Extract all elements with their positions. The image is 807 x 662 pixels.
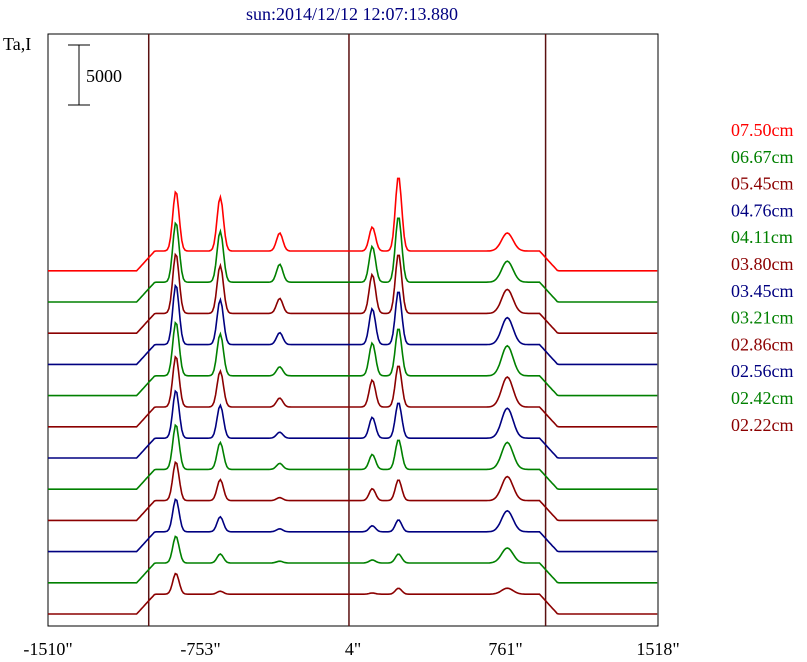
chart-title: sun:2014/12/12 12:07:13.880 <box>246 4 458 24</box>
legend: 07.50cm 06.67cm 05.45cm 04.76cm 04.11cm 03.80… <box>731 120 794 435</box>
series-line-07.50cm <box>48 177 658 272</box>
series-line-02.86cm <box>48 460 658 522</box>
x-tick-label: 761" <box>488 639 522 659</box>
scale-bar-label: 5000 <box>86 66 122 86</box>
series-line-03.80cm <box>48 355 658 428</box>
series-line-02.56cm <box>48 498 658 553</box>
x-tick-label: -753" <box>180 639 220 659</box>
legend-entry: 02.22cm <box>731 415 794 435</box>
scale-bar: 5000 <box>68 44 122 106</box>
series-line-03.45cm <box>48 389 658 459</box>
legend-entry: 02.86cm <box>731 334 794 354</box>
legend-entry: 04.11cm <box>731 227 793 247</box>
x-tick-label: -1510" <box>23 639 72 659</box>
legend-entry: 04.76cm <box>731 200 794 220</box>
legend-entry: 03.45cm <box>731 281 794 301</box>
series-line-04.76cm <box>48 283 658 366</box>
legend-entry: 06.67cm <box>731 147 794 167</box>
series-line-02.22cm <box>48 572 658 615</box>
series-line-03.21cm <box>48 423 658 491</box>
legend-entry: 02.42cm <box>731 388 794 408</box>
vertical-marker-lines <box>147 34 547 626</box>
series-group <box>48 177 658 615</box>
x-tick-label: 4" <box>345 639 361 659</box>
legend-entry: 07.50cm <box>731 120 794 140</box>
x-tick-labels: -1510" -753" 4" 761" 1518" <box>23 639 679 659</box>
legend-entry: 05.45cm <box>731 174 794 194</box>
x-tick-label: 1518" <box>636 639 679 659</box>
series-line-05.45cm <box>48 252 658 335</box>
y-axis-label: Ta,I <box>3 34 31 54</box>
legend-entry: 03.80cm <box>731 254 794 274</box>
series-line-06.67cm <box>48 217 658 303</box>
series-line-04.11cm <box>48 321 658 397</box>
plot-frame <box>47 33 659 627</box>
legend-entry: 03.21cm <box>731 308 794 328</box>
series-line-02.42cm <box>48 535 658 584</box>
legend-entry: 02.56cm <box>731 361 794 381</box>
